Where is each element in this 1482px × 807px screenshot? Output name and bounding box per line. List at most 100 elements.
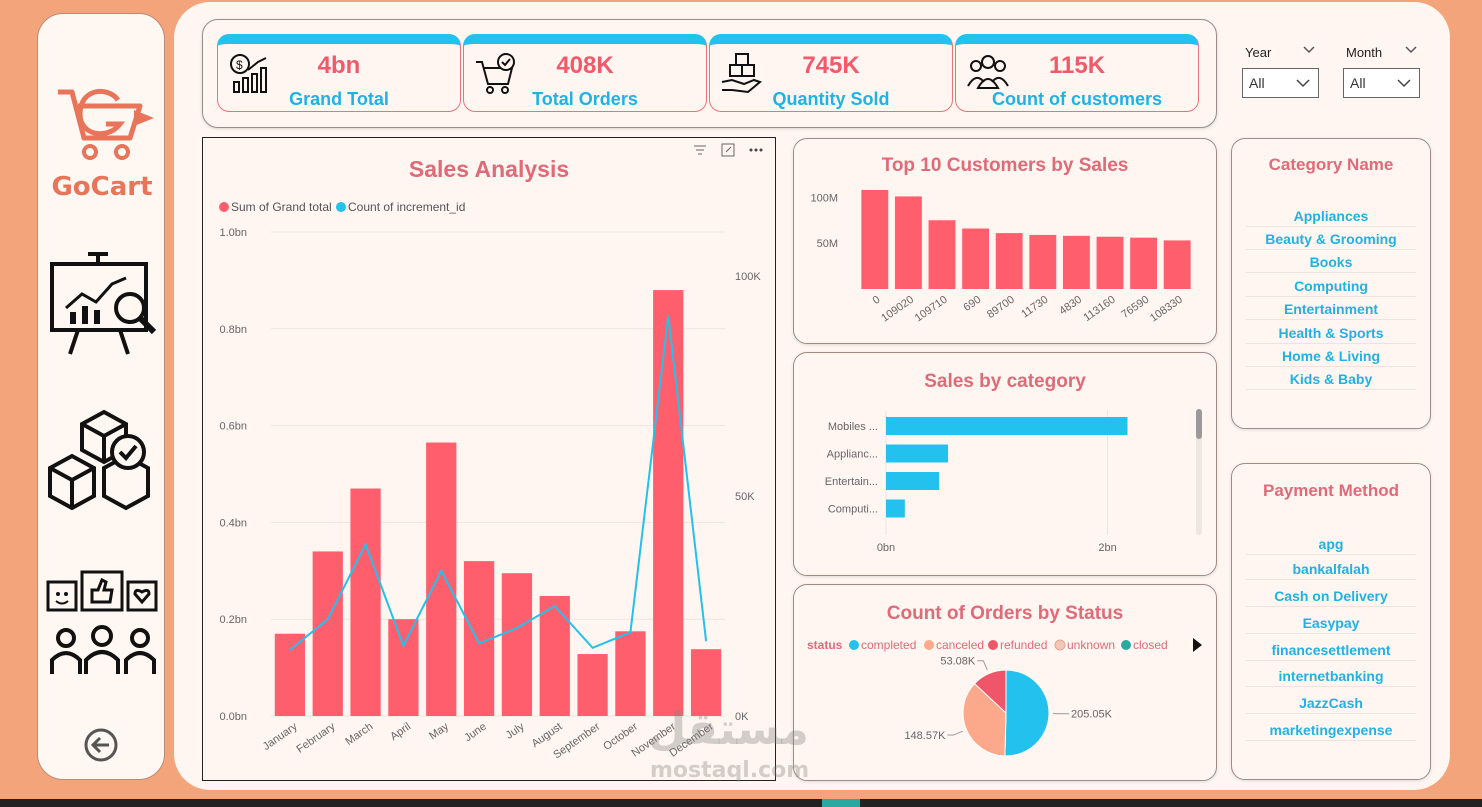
payment-item[interactable]: marketingexpense <box>1246 719 1416 741</box>
bar-grand-total <box>577 654 608 716</box>
bar-customer-sales <box>1130 237 1158 289</box>
bar-customer-sales <box>962 228 990 289</box>
top-customers-panel[interactable]: Top 10 Customers by Sales 50M 100M 0 109020… <box>793 138 1217 344</box>
category-item[interactable]: Computing <box>1246 275 1416 297</box>
bar-category-sales <box>886 417 1128 435</box>
category-item[interactable]: Books <box>1246 251 1416 273</box>
bar-customer-sales <box>928 220 956 289</box>
kpi-value: 745K <box>802 52 860 79</box>
year-filter-label: Year <box>1245 45 1272 60</box>
payment-item[interactable]: Cash on Delivery <box>1246 585 1416 607</box>
x-tick-label: 0bn <box>877 542 895 554</box>
payment-slicer[interactable]: Payment Method apg bankalfalah Cash on D… <box>1231 463 1431 780</box>
bar-category-sales <box>886 472 940 490</box>
y2-tick-label: 100K <box>735 271 761 283</box>
x-tick-label: 89700 <box>985 294 1017 321</box>
bar-grand-total <box>615 631 646 716</box>
chevron-down-icon <box>1296 79 1310 88</box>
legend-marker-unknown <box>1054 639 1066 651</box>
x-tick-label: 690 <box>961 294 983 314</box>
legend-closed: closed <box>1133 638 1168 652</box>
category-item[interactable]: Kids & Baby <box>1246 368 1416 390</box>
legend-next-arrow-icon[interactable] <box>1193 638 1202 652</box>
sales-analysis-chart: Sum of Grand total Count of increment_id… <box>219 200 761 761</box>
bar-grand-total <box>274 633 306 716</box>
y2-tick-label: 0K <box>735 711 749 723</box>
pie-data-label: 205.05K <box>1071 709 1113 721</box>
bar-grand-total <box>350 488 381 716</box>
bar-customer-sales <box>1029 234 1057 289</box>
payment-item[interactable]: financesettlement <box>1246 639 1416 661</box>
bar-customer-sales <box>1062 235 1090 289</box>
orders-status-title: Count of Orders by Status <box>886 603 1124 624</box>
legend-unknown: unknown <box>1067 638 1115 652</box>
bar-grand-total <box>690 649 722 716</box>
bar-grand-total <box>653 290 684 716</box>
sales-by-category-panel[interactable]: Sales by category 0bn 2bn Mobiles ... Appli… <box>793 352 1217 576</box>
legend-grand-total: Sum of Grand total <box>231 200 332 214</box>
taskbar-active-indicator <box>822 799 860 807</box>
y-tick-label: 100M <box>810 192 838 204</box>
category-item[interactable]: Home & Living <box>1246 345 1416 367</box>
bar-customer-sales <box>1096 236 1124 289</box>
kpi-label: Grand Total <box>289 89 389 109</box>
chart-scrollbar-track <box>1196 409 1202 535</box>
category-item[interactable]: Entertainment <box>1246 298 1416 320</box>
kpi-card-count-customers: 115K Count of customers <box>955 34 1199 112</box>
payment-item[interactable]: Easypay <box>1246 612 1416 634</box>
x-tick-label: 76590 <box>1119 294 1151 321</box>
payment-item[interactable]: internetbanking <box>1246 665 1416 687</box>
analytics-board-icon[interactable] <box>48 250 162 360</box>
payment-item[interactable]: bankalfalah <box>1246 558 1416 580</box>
chart-scrollbar-thumb[interactable] <box>1196 409 1202 439</box>
x-tick-label: 108330 <box>1148 294 1185 325</box>
more-options-icon[interactable] <box>745 140 767 160</box>
bar-grand-total <box>501 573 533 716</box>
focus-mode-icon[interactable] <box>717 140 739 160</box>
payment-item[interactable]: JazzCash <box>1246 692 1416 714</box>
y-tick-label: Mobiles ... <box>828 421 878 433</box>
chevron-down-icon[interactable] <box>1302 45 1316 55</box>
y-tick-label: Computi... <box>828 504 878 516</box>
filter-icon[interactable] <box>689 140 711 160</box>
chevron-down-icon[interactable] <box>1404 45 1418 55</box>
status-legend-title: status <box>807 638 843 652</box>
legend-marker-refunded <box>988 640 998 650</box>
kpi-value: 115K <box>1048 52 1106 79</box>
taskbar <box>0 799 1482 807</box>
product-boxes-icon[interactable] <box>46 404 162 516</box>
boxes-hand-icon <box>721 53 763 94</box>
payment-item[interactable]: apg <box>1246 533 1416 555</box>
x-tick-label: 109020 <box>879 294 916 325</box>
category-item[interactable]: Beauty & Grooming <box>1246 228 1416 250</box>
kpi-card-grand-total: $ 4bn Grand Total <box>217 34 461 112</box>
x-tick-label: May <box>427 720 451 742</box>
legend-marker-closed <box>1121 640 1131 650</box>
legend-marker-canceled <box>924 640 934 650</box>
year-select[interactable]: All <box>1242 68 1319 98</box>
category-slicer[interactable]: Category Name Appliances Beauty & Groomi… <box>1231 138 1431 429</box>
month-select[interactable]: All <box>1343 68 1420 98</box>
category-item[interactable]: Health & Sports <box>1246 322 1416 344</box>
customer-feedback-icon[interactable] <box>46 570 162 676</box>
x-tick-label: 0 <box>871 294 883 307</box>
pie-label-leader <box>947 730 963 736</box>
line-increment-id <box>289 315 708 651</box>
x-tick-label: June <box>462 721 488 745</box>
watermark-arabic: مستقل <box>648 704 809 755</box>
category-item[interactable]: Appliances <box>1246 205 1416 227</box>
category-slicer-title: Category Name <box>1268 155 1394 174</box>
bar-grand-total <box>426 442 457 716</box>
month-filter-label: Month <box>1346 45 1383 60</box>
y-tick-label: 50M <box>817 238 838 250</box>
watermark-latin: mostaql.com <box>650 758 810 783</box>
sales-by-category-title: Sales by category <box>924 371 1086 392</box>
orders-status-panel[interactable]: Count of Orders by Status status complet… <box>793 584 1217 781</box>
y-tick-label: 1.0bn <box>219 227 247 239</box>
sales-analysis-panel[interactable]: Sales Analysis Sum of Grand total Count … <box>202 137 776 781</box>
x-tick-label: 113160 <box>1081 294 1117 324</box>
people-group-icon <box>967 55 1009 89</box>
y-tick-label: 0.2bn <box>219 614 247 626</box>
back-arrow-icon[interactable] <box>83 727 119 763</box>
